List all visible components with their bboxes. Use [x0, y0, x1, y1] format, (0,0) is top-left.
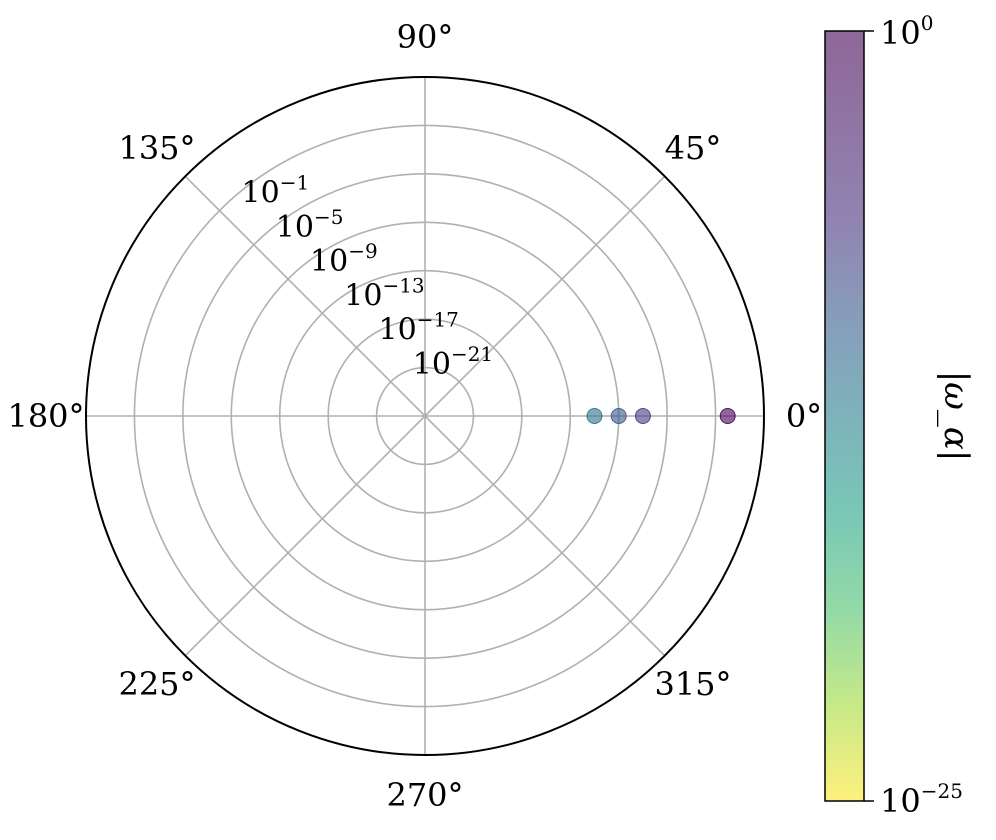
scatter-point-2 [586, 408, 603, 424]
angular-tick-label-0: 0° [786, 397, 822, 435]
polar-grid [86, 77, 764, 755]
angular-gridline-1 [424, 175, 666, 417]
angular-gridline-5 [184, 415, 426, 657]
angular-tick-label-1: 45° [665, 129, 722, 167]
colorbar-bottom-tick-label: 10−25 [880, 779, 963, 820]
radial-tick-label-3: 10−9 [310, 239, 378, 279]
scatter-points [586, 408, 736, 424]
angular-tick-label-3: 135° [118, 129, 195, 167]
polar-frame [85, 76, 765, 756]
angular-tick-label-4: 180° [7, 397, 84, 435]
radial-tick-label-4: 10−5 [276, 205, 344, 245]
colorbar-label: |ω_α| [936, 371, 976, 462]
angular-gridline-3 [184, 175, 426, 417]
angular-tick-label-5: 225° [118, 665, 195, 703]
scatter-point-3 [719, 408, 736, 424]
angular-tick-label-6: 270° [386, 776, 463, 814]
angular-tick-labels: 0° 45° 90° 135° 180° 225° 270° 315° [7, 18, 822, 814]
radial-tick-label-1: 10−17 [379, 308, 459, 348]
radial-tick-label-5: 10−1 [242, 171, 310, 211]
scatter-point-1 [610, 408, 627, 424]
colorbar-gradient [824, 30, 865, 802]
colorbar: 100 10−25 |ω_α| [824, 11, 976, 820]
angular-gridline-7 [424, 415, 666, 657]
scatter-point-0 [634, 408, 651, 424]
radial-tick-label-0: 10−21 [413, 342, 493, 382]
angular-tick-label-2: 90° [397, 18, 454, 56]
colorbar-top-tick-label: 100 [880, 11, 933, 52]
angular-tick-label-7: 315° [654, 665, 731, 703]
radial-tick-label-2: 10−13 [344, 273, 424, 313]
